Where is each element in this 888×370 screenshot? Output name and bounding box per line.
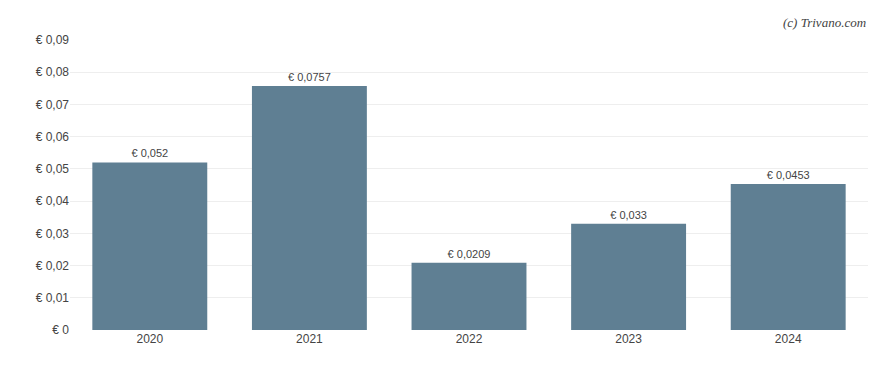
svg-text:€ 0,01: € 0,01 [36, 291, 70, 305]
svg-text:€ 0,04: € 0,04 [36, 194, 70, 208]
svg-text:€ 0,06: € 0,06 [36, 130, 70, 144]
svg-text:€ 0,05: € 0,05 [36, 162, 70, 176]
svg-text:2022: 2022 [456, 332, 483, 346]
svg-text:€ 0,08: € 0,08 [36, 65, 70, 79]
svg-text:€ 0,033: € 0,033 [610, 209, 647, 221]
svg-text:€ 0,0453: € 0,0453 [767, 169, 810, 181]
svg-text:2020: 2020 [136, 332, 163, 346]
svg-text:€ 0,09: € 0,09 [36, 33, 70, 47]
svg-text:(c) Trivano.com: (c) Trivano.com [783, 15, 866, 30]
svg-text:€ 0,0757: € 0,0757 [288, 71, 331, 83]
svg-text:€ 0,0209: € 0,0209 [448, 248, 491, 260]
svg-text:€ 0,03: € 0,03 [36, 227, 70, 241]
svg-text:2024: 2024 [775, 332, 802, 346]
svg-text:2023: 2023 [615, 332, 642, 346]
svg-text:2021: 2021 [296, 332, 323, 346]
svg-text:€ 0,052: € 0,052 [131, 147, 168, 159]
svg-text:€ 0,02: € 0,02 [36, 259, 70, 273]
svg-text:€ 0: € 0 [52, 323, 69, 337]
svg-text:€ 0,07: € 0,07 [36, 98, 70, 112]
